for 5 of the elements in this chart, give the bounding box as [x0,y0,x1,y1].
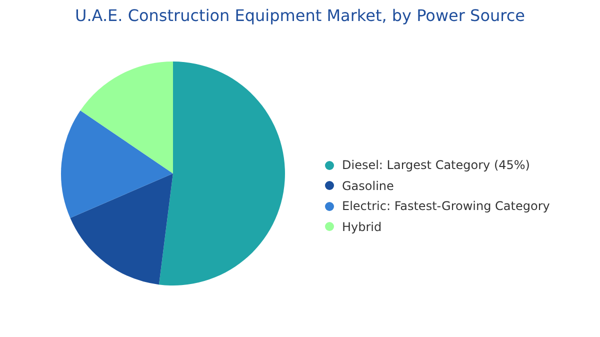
legend-label: Electric: Fastest-Growing Category [342,199,550,214]
legend-label: Gasoline [342,178,394,193]
legend-label: Hybrid [342,220,382,234]
legend-label: Diesel: Largest Category (45%) [342,158,530,172]
chart-title: U.A.E. Construction Equipment Market, by Power Source [74,6,526,25]
